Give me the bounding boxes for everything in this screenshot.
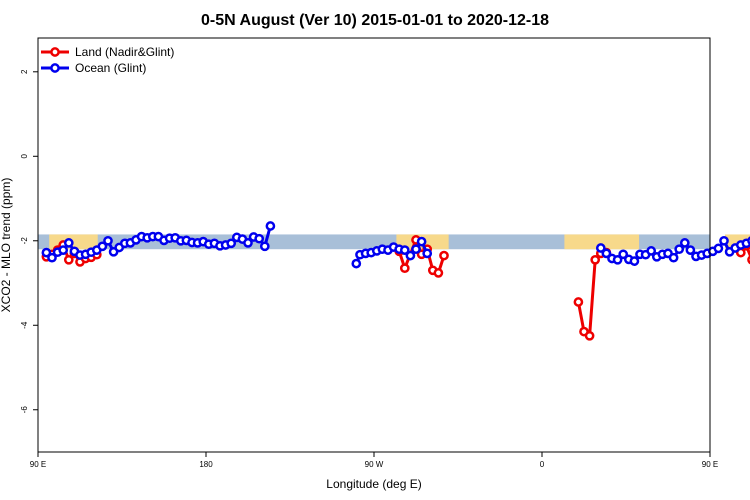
data-point [674, 244, 685, 255]
data-point [226, 238, 237, 249]
data-point [254, 233, 265, 244]
x-axis-label: Longitude (deg E) [326, 477, 421, 491]
data-point [584, 330, 595, 341]
data-point [646, 246, 657, 256]
data-point [590, 254, 601, 265]
data-point [399, 245, 410, 255]
legend: Land (Nadir&Glint) Ocean (Glint) [41, 45, 174, 75]
data-point [63, 238, 74, 248]
y-axis: 2 0 -2 -4 -6 [20, 69, 38, 413]
data-point [612, 254, 623, 265]
y-tick-label: 0 [20, 154, 29, 159]
data-point [405, 250, 416, 261]
legend-ocean-label: Ocean (Glint) [75, 61, 146, 75]
data-point [679, 238, 690, 248]
series-line [576, 251, 607, 338]
data-point [439, 250, 449, 261]
land-band [564, 234, 640, 250]
data-point [103, 235, 113, 246]
data-point [685, 245, 696, 255]
y-tick-label: -6 [20, 406, 29, 414]
x-tick-label: 90 E [702, 460, 718, 469]
data-point [47, 252, 57, 263]
y-tick-label: 2 [20, 69, 29, 74]
chart-title: 0-5N August (Ver 10) 2015-01-01 to 2020-… [201, 12, 549, 29]
legend-ocean-marker [50, 63, 60, 73]
data-point [573, 297, 584, 307]
data-point [416, 236, 427, 247]
data-point [399, 263, 410, 274]
data-point [63, 254, 74, 265]
series-ocean [41, 221, 750, 269]
data-point [41, 247, 52, 258]
data-point [668, 252, 679, 263]
data-point [719, 235, 729, 246]
data-point [601, 248, 612, 259]
y-tick-label: -2 [20, 237, 29, 245]
data-point [629, 256, 640, 266]
data-point [58, 245, 69, 255]
data-point [713, 243, 724, 254]
x-tick-label: 90 E [30, 460, 46, 469]
y-axis-label: XCO2 - MLO trend (ppm) [0, 178, 13, 313]
data-point [243, 238, 253, 248]
data-point [411, 244, 421, 255]
legend-land-label: Land (Nadir&Glint) [75, 45, 174, 59]
x-tick-label: 0 [540, 460, 545, 469]
legend-land-marker [50, 47, 60, 57]
data-point [422, 248, 433, 259]
data-point [595, 243, 606, 253]
data-point [351, 258, 362, 269]
x-tick-label: 90 W [365, 460, 384, 469]
data-point [433, 268, 444, 278]
y-tick-label: -4 [20, 321, 29, 329]
x-axis: 90 E 180 90 W 0 90 E [30, 452, 718, 469]
data-point [265, 221, 276, 231]
data-point [97, 241, 108, 252]
x-tick-label: 180 [199, 460, 213, 469]
series-layer [41, 221, 750, 341]
data-point [618, 249, 629, 260]
data-point [259, 241, 270, 252]
